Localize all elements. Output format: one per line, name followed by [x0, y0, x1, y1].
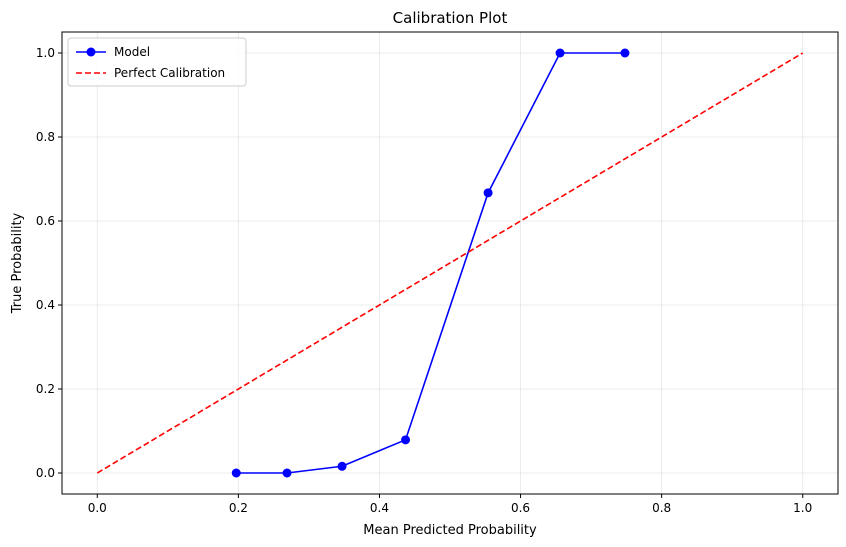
y-tick-label: 1.0 — [36, 46, 55, 60]
model-point — [282, 468, 292, 478]
series-layer — [96, 48, 804, 478]
legend-label-perfect-calibration: Perfect Calibration — [114, 66, 225, 80]
x-tick-label: 1.0 — [793, 501, 812, 515]
y-tick-label: 0.6 — [36, 214, 55, 228]
model-point — [483, 188, 493, 198]
grid — [62, 32, 838, 494]
model-point — [401, 435, 411, 445]
model-point — [555, 48, 565, 58]
axis-ticks: 0.0 0.2 0.4 0.6 0.8 1.0 0.0 0.2 0.4 0.6 0.8 1.0 — [36, 46, 812, 515]
x-axis-title: Mean Predicted Probability — [363, 523, 537, 538]
model-point — [231, 468, 241, 478]
chart-title: Calibration Plot — [393, 9, 508, 27]
x-tick-label: 0.8 — [652, 501, 671, 515]
x-tick-label: 0.4 — [370, 501, 389, 515]
x-tick-label: 0.6 — [511, 501, 530, 515]
legend: Model Perfect Calibration — [67, 37, 247, 87]
y-tick-label: 0.2 — [36, 382, 55, 396]
x-tick-label: 0.0 — [88, 501, 107, 515]
y-tick-label: 0.0 — [36, 466, 55, 480]
y-tick-label: 0.4 — [36, 298, 55, 312]
model-point — [620, 48, 630, 58]
y-tick-label: 0.8 — [36, 130, 55, 144]
x-tick-label: 0.2 — [229, 501, 248, 515]
y-axis-title: True Probability — [10, 212, 25, 314]
plot-frame — [61, 31, 839, 495]
legend-marker-model — [86, 47, 96, 57]
legend-label-model: Model — [114, 45, 150, 59]
legend-box — [67, 37, 247, 87]
series-line-perfect-calibration — [96, 52, 804, 474]
model-point — [337, 461, 347, 471]
